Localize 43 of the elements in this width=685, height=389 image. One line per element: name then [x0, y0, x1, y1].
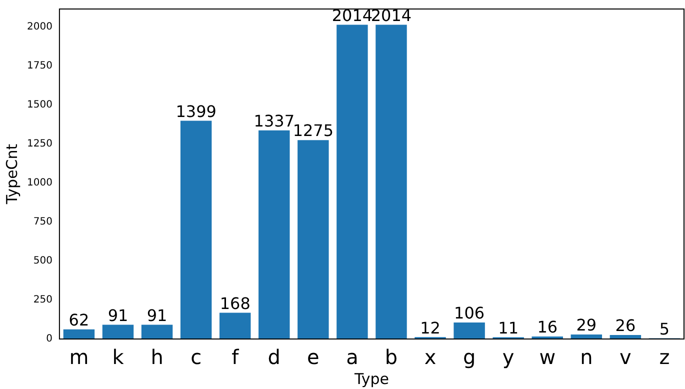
- x-tick-label: d: [268, 345, 280, 370]
- y-tick-label: 1750: [26, 60, 52, 72]
- x-tick-label: v: [620, 345, 632, 370]
- y-tick-label: 0: [46, 334, 52, 345]
- data-label: 91: [108, 306, 128, 325]
- data-label: 1399: [176, 102, 216, 121]
- data-label: 12: [420, 318, 440, 338]
- data-label: 11: [498, 318, 519, 338]
- data-label: 5: [659, 319, 670, 338]
- data-label: 106: [454, 304, 485, 323]
- x-tick-label: k: [112, 345, 124, 370]
- data-label: 26: [615, 316, 636, 336]
- data-label: 1275: [292, 121, 334, 140]
- data-label: 2014: [370, 6, 412, 25]
- x-tick-label: n: [580, 345, 593, 370]
- data-label: 1337: [254, 112, 294, 131]
- data-label: 16: [537, 318, 558, 337]
- x-tick-label: y: [502, 345, 514, 370]
- data-label: 2014: [332, 6, 373, 25]
- data-label: 62: [68, 310, 90, 330]
- x-tick-label: z: [659, 345, 670, 370]
- y-tick-label: 500: [33, 256, 52, 267]
- x-tick-label: w: [539, 345, 556, 370]
- x-tick-label: b: [384, 345, 398, 370]
- x-axis-title: Type: [354, 370, 389, 388]
- data-label: 29: [576, 316, 597, 335]
- y-axis-title: TypeCnt: [2, 144, 21, 206]
- x-tick-label: c: [190, 345, 202, 370]
- x-tick-label: e: [307, 345, 320, 370]
- x-tick-label: m: [69, 345, 89, 370]
- y-tick-label: 1250: [26, 138, 52, 150]
- y-tick-label: 2000: [26, 22, 52, 33]
- x-tick-label: g: [462, 345, 476, 370]
- y-tick-label: 1000: [26, 178, 52, 189]
- x-tick-label: x: [424, 345, 436, 370]
- x-tick-label: h: [150, 345, 164, 370]
- x-tick-label: f: [232, 345, 240, 370]
- y-tick-label: 750: [33, 216, 52, 228]
- data-label: 168: [220, 294, 250, 313]
- x-tick-label: a: [346, 345, 358, 370]
- y-tick-label: 1500: [26, 100, 52, 111]
- y-tick-label: 250: [33, 294, 52, 306]
- data-label: 91: [146, 306, 168, 325]
